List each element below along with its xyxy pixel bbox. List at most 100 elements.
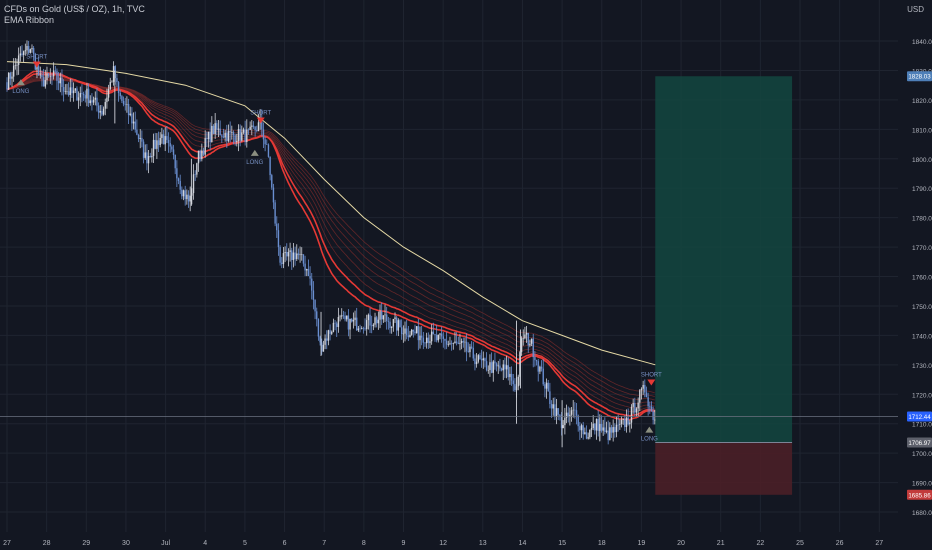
candle (46, 66, 48, 85)
candle (322, 340, 325, 352)
candle (442, 332, 445, 348)
candle (284, 246, 286, 263)
x-tick-label: 30 (122, 540, 130, 547)
candle (620, 416, 623, 428)
candle (372, 323, 375, 331)
candle (199, 149, 201, 162)
candle (424, 342, 426, 347)
candle (371, 315, 373, 334)
y-axis[interactable]: 1680.00 1690.00 1700.00 1710.00 1720.00 1730.… (907, 39, 932, 517)
candle (585, 425, 588, 440)
candle (595, 418, 598, 440)
ema-ribbon (6, 70, 655, 421)
candle (299, 246, 301, 263)
candle (375, 315, 378, 328)
candle (219, 120, 221, 136)
position-tool[interactable] (655, 76, 793, 495)
candle (241, 125, 243, 142)
symbol-title[interactable]: CFDs on Gold (US$ / OZ), 1h, TVC (4, 4, 145, 14)
candle (459, 333, 461, 351)
y-tick-label: 1820.00 (912, 98, 932, 105)
candle (575, 403, 578, 425)
loss-zone[interactable] (655, 442, 793, 495)
candle (29, 48, 32, 54)
candle (514, 378, 516, 392)
candle (226, 124, 228, 148)
candle (477, 354, 479, 364)
y-tick-label: 1730.00 (912, 363, 932, 370)
candle (584, 427, 586, 435)
x-axis[interactable]: 27 28 29 30 Jul 4 5 6 7 8 9 12 13 14 15 18 19 20 21 22 25 26 2… (3, 540, 883, 547)
candle (640, 387, 643, 400)
candle (169, 137, 171, 153)
candle (379, 304, 381, 329)
candle (540, 360, 543, 372)
signal-short: SHORT (641, 373, 662, 386)
candle (434, 333, 436, 342)
candle (490, 352, 493, 374)
signal-label: SHORT (641, 373, 662, 379)
candle (211, 116, 213, 143)
currency-label[interactable]: USD (907, 5, 924, 14)
candle (101, 105, 103, 117)
candle (382, 315, 385, 323)
y-tick-label: 1810.00 (912, 127, 932, 134)
candle (281, 257, 283, 269)
y-tick-label: 1680.00 (912, 510, 932, 517)
x-tick-label: 6 (283, 540, 287, 547)
y-tick-label: 1700.00 (912, 451, 932, 458)
candle (589, 429, 591, 440)
candle (74, 87, 76, 94)
candle (106, 88, 108, 109)
candle (236, 133, 238, 147)
candle (432, 322, 435, 335)
candle (144, 144, 146, 160)
candle (492, 359, 494, 382)
candle (304, 255, 306, 277)
x-tick-label: Jul (161, 540, 170, 547)
candle (17, 47, 20, 75)
candle (529, 339, 531, 348)
candle (440, 326, 443, 343)
candle (59, 72, 61, 93)
candle (429, 334, 431, 349)
candle (412, 329, 415, 338)
y-tick-label: 1800.00 (912, 157, 932, 164)
long-arrow-icon (250, 149, 259, 156)
candle (517, 374, 519, 391)
candle (232, 130, 235, 145)
y-tick-label: 1780.00 (912, 216, 932, 223)
ema-ribbon-line (6, 79, 655, 397)
candle (277, 223, 280, 256)
candle (132, 112, 135, 130)
candle (134, 111, 136, 133)
price-label-text: 1685.86 (908, 492, 931, 499)
x-tick-label: 15 (558, 540, 566, 547)
price-label-text: 1712.44 (908, 414, 931, 421)
signal-label: SHORT (26, 55, 47, 61)
price-label: 1706.97 (907, 437, 932, 448)
candle (336, 321, 338, 338)
candle (37, 57, 40, 76)
signal-label: LONG (246, 160, 263, 166)
candle (124, 97, 126, 111)
candle (637, 397, 639, 417)
candle (266, 139, 268, 145)
candle (619, 419, 621, 430)
candle (644, 379, 646, 398)
candle (341, 308, 343, 320)
candle (390, 326, 393, 334)
profit-zone[interactable] (655, 76, 793, 443)
candle (271, 173, 273, 190)
candle (629, 420, 631, 433)
candle (316, 307, 318, 327)
candle (222, 128, 225, 139)
candle (166, 126, 168, 144)
indicator-label[interactable]: EMA Ribbon (4, 15, 55, 25)
candle (649, 401, 651, 414)
candle (652, 406, 654, 425)
candle (291, 247, 293, 270)
candle (444, 338, 446, 350)
candle (64, 84, 66, 95)
